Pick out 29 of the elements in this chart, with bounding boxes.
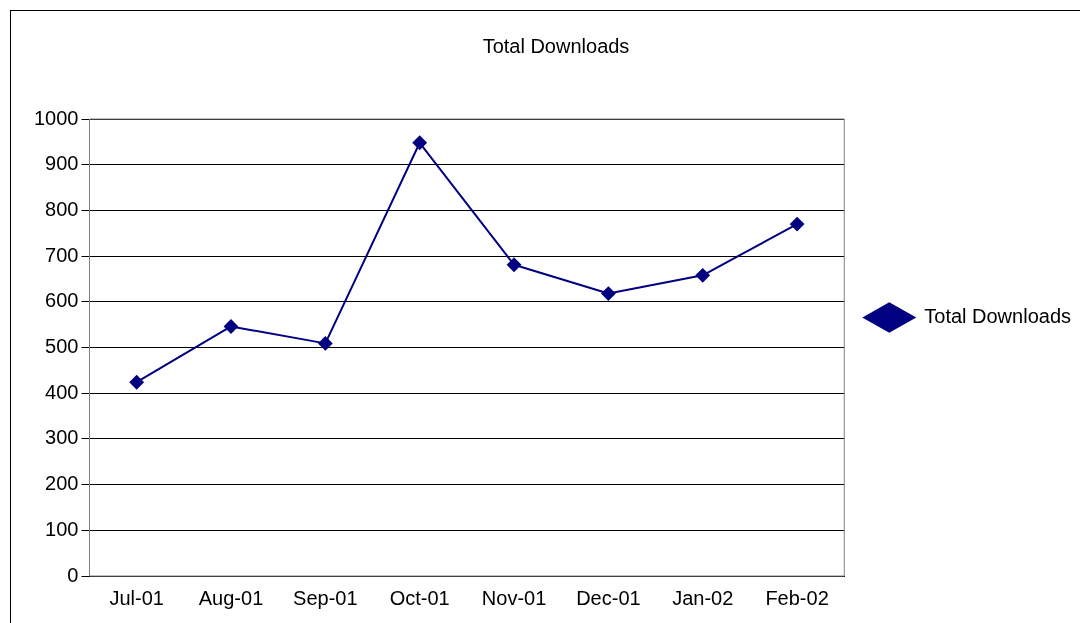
y-tick-label: 400 (45, 380, 79, 403)
y-tick-label: 900 (45, 152, 79, 175)
point (318, 336, 333, 351)
point (507, 257, 522, 272)
y-tick-label: 600 (45, 289, 79, 312)
y-tick-label: 0 (67, 563, 79, 586)
x-tick-label: Aug-01 (198, 586, 264, 609)
y-tick-label: 700 (45, 243, 79, 266)
x-tick-label: Oct-01 (389, 586, 450, 609)
y-tick-label: 300 (45, 426, 79, 449)
point (601, 286, 616, 301)
point (224, 319, 239, 334)
legend-label: Total Downloads (924, 305, 1071, 328)
y-tick-label: 100 (45, 517, 79, 540)
chart-title: Total Downloads (482, 34, 630, 57)
x-tick-label: Jan-02 (672, 586, 734, 609)
y-tick-label: 1000 (33, 106, 79, 129)
x-tick-label: Dec-01 (576, 586, 641, 609)
point (695, 268, 710, 283)
y-tick-label: 800 (45, 197, 79, 220)
point (412, 135, 427, 150)
point (790, 217, 805, 232)
x-tick-label: Sep-01 (293, 586, 358, 609)
y-tick-label: 500 (45, 335, 79, 358)
x-tick-label: Jul-01 (109, 586, 164, 609)
x-tick-label: Nov-01 (481, 586, 547, 609)
point (129, 375, 144, 390)
x-tick-label: Feb-02 (765, 586, 829, 609)
y-tick-label: 200 (45, 472, 79, 495)
